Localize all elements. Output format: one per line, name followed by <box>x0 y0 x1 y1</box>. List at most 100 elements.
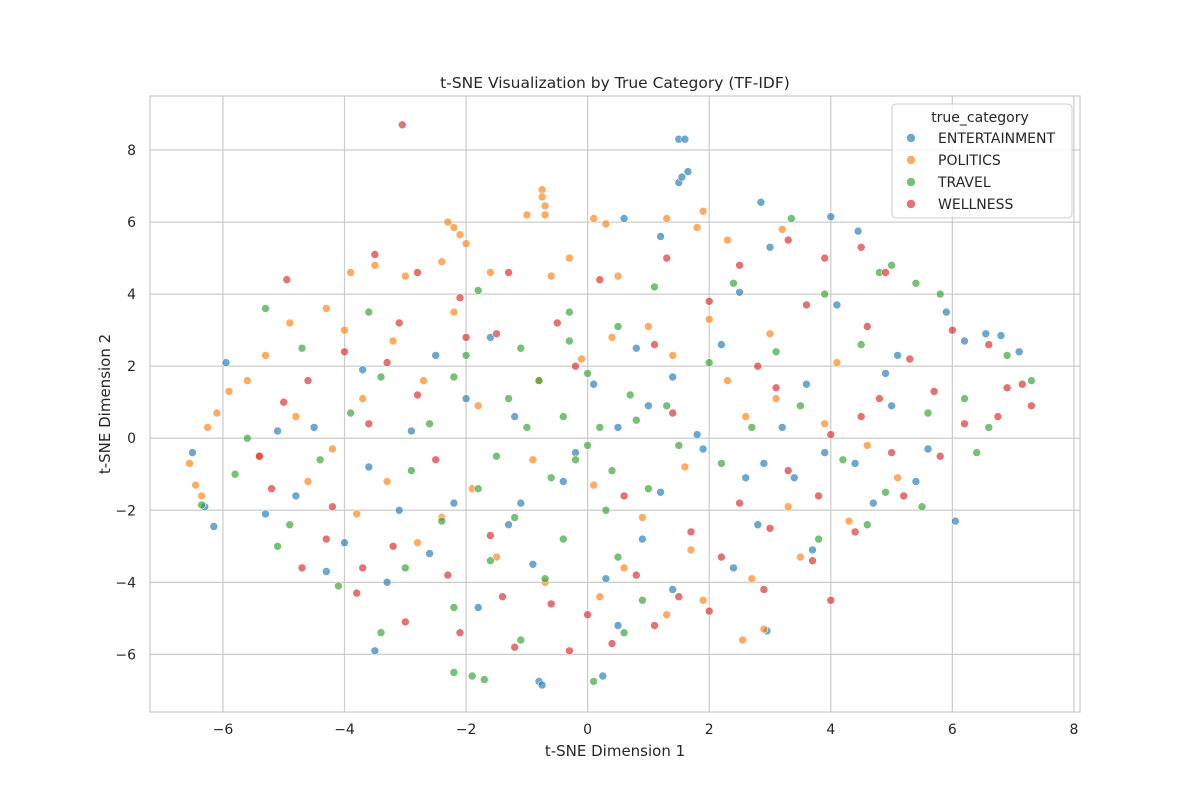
data-point <box>243 376 252 385</box>
data-point <box>981 329 991 339</box>
data-point <box>668 372 678 382</box>
data-point <box>729 563 738 573</box>
series-travel <box>197 214 1036 686</box>
data-point <box>862 322 872 331</box>
data-point <box>662 214 672 223</box>
data-point <box>644 484 653 494</box>
data-point <box>394 318 404 328</box>
data-point <box>960 394 969 403</box>
data-point <box>850 459 860 468</box>
data-point <box>802 300 811 310</box>
data-point <box>808 545 817 555</box>
data-point <box>589 480 599 490</box>
data-point <box>826 430 836 439</box>
legend-marker <box>906 155 916 165</box>
data-point <box>595 592 605 602</box>
data-point <box>449 307 459 317</box>
data-point <box>328 502 337 512</box>
data-point <box>528 455 538 465</box>
data-point <box>899 491 909 501</box>
data-point <box>352 588 362 598</box>
data-point <box>492 451 501 461</box>
data-point <box>759 459 769 468</box>
data-point <box>692 223 702 232</box>
data-point <box>370 646 380 656</box>
data-point <box>394 505 404 515</box>
data-point <box>449 603 459 612</box>
data-point <box>558 477 568 486</box>
data-point <box>473 401 483 411</box>
data-point <box>565 253 574 263</box>
data-point <box>856 340 866 349</box>
data-point <box>358 365 368 375</box>
data-point <box>972 448 982 457</box>
data-point <box>309 423 319 432</box>
data-point <box>397 120 407 130</box>
data-point <box>631 343 641 353</box>
data-point <box>498 592 507 602</box>
data-point <box>674 592 684 602</box>
data-point <box>887 260 896 270</box>
data-point <box>400 617 410 627</box>
data-point <box>504 394 513 403</box>
data-point <box>771 383 781 393</box>
data-point <box>431 351 441 360</box>
data-point <box>783 466 793 475</box>
data-point <box>358 563 368 573</box>
data-point <box>297 343 307 353</box>
data-point <box>704 606 714 616</box>
data-point <box>662 610 672 620</box>
data-point <box>644 322 653 331</box>
data-point <box>540 210 550 220</box>
data-point <box>185 459 194 468</box>
data-point <box>717 459 726 468</box>
data-point <box>486 531 495 540</box>
data-point <box>203 423 212 432</box>
data-point <box>814 534 823 544</box>
data-point <box>935 451 945 461</box>
data-point <box>692 430 702 439</box>
data-point <box>747 423 757 432</box>
data-point <box>887 448 896 457</box>
data-point <box>510 513 520 522</box>
data-point <box>613 271 623 281</box>
data-point <box>334 581 343 591</box>
data-point <box>1002 351 1012 360</box>
data-point <box>261 304 270 313</box>
data-point <box>698 207 708 216</box>
data-point <box>267 484 276 494</box>
data-point <box>905 354 915 364</box>
data-point <box>528 559 538 569</box>
data-point <box>862 441 872 450</box>
data-point <box>686 527 696 537</box>
x-tick-label: 8 <box>1069 722 1078 738</box>
data-point <box>571 448 580 457</box>
data-point <box>619 491 629 501</box>
x-axis-label: t-SNE Dimension 1 <box>545 742 685 760</box>
data-point <box>650 621 659 630</box>
data-point <box>382 358 392 367</box>
data-point <box>285 520 295 530</box>
data-point <box>413 268 422 277</box>
data-point <box>510 412 520 421</box>
data-point <box>717 340 726 349</box>
data-point <box>261 509 270 519</box>
y-tick-label: −4 <box>115 575 136 591</box>
legend-entries: ENTERTAINMENT POLITICS TRAVEL WELLNESS <box>906 131 1055 213</box>
data-point <box>753 520 763 530</box>
data-point <box>188 448 197 457</box>
data-point <box>607 466 617 475</box>
data-point <box>583 610 592 620</box>
data-point <box>583 441 592 450</box>
data-point <box>631 415 641 425</box>
x-tick-label: 4 <box>826 722 835 738</box>
data-point <box>340 347 349 357</box>
data-point <box>407 426 416 436</box>
data-point <box>571 361 580 371</box>
data-point <box>400 271 410 281</box>
data-point <box>644 401 653 411</box>
data-point <box>789 473 799 483</box>
data-point <box>893 351 902 360</box>
data-point <box>638 513 647 522</box>
data-point <box>461 239 471 248</box>
